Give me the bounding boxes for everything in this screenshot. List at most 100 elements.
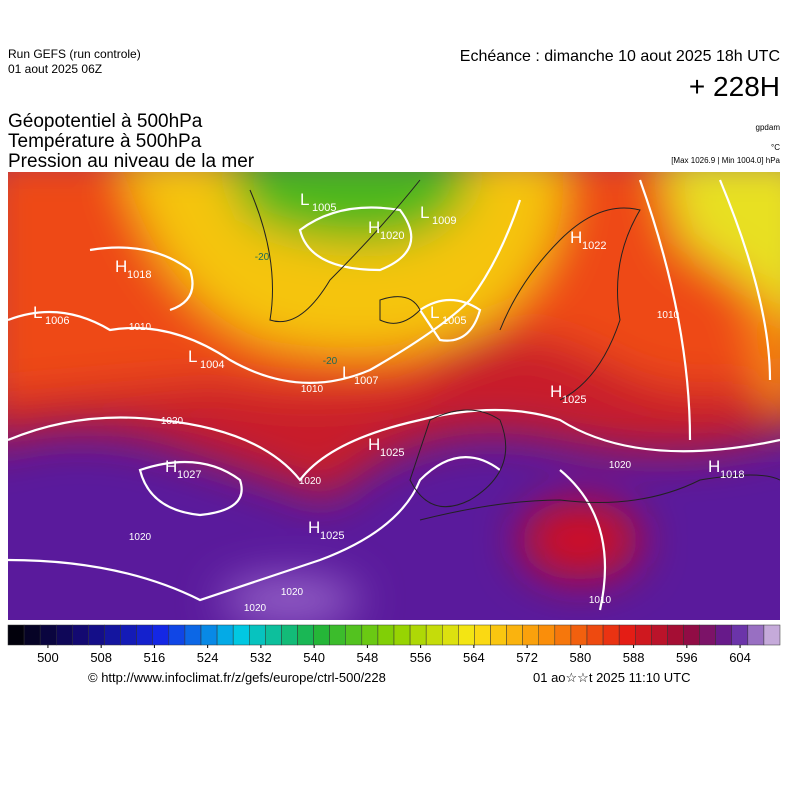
color-swatch — [345, 624, 363, 646]
center-value: 1004 — [200, 359, 224, 371]
run: Run GEFS (run controle) — [8, 47, 141, 61]
colorbar-tick-label: 596 — [676, 650, 698, 665]
color-swatch — [763, 624, 781, 646]
title: Température à 500hPa — [8, 131, 202, 152]
color-swatch — [39, 624, 57, 646]
center-value: 1025 — [380, 447, 404, 459]
color-swatch — [586, 624, 604, 646]
color-swatch — [474, 624, 491, 646]
title: Pression au niveau de la mer — [8, 151, 255, 172]
colorbar-tick-label: 500 — [37, 650, 59, 665]
color-swatch — [265, 624, 282, 646]
colorbar-tick-label: 604 — [729, 650, 751, 665]
isobar-label: 1020 — [129, 532, 152, 543]
isobar-label: 1010 — [657, 310, 680, 321]
footer-url: © http://www.infoclimat.fr/z/gefs/europe… — [88, 670, 386, 685]
center-value: 1022 — [582, 240, 606, 252]
color-swatch — [747, 624, 765, 646]
colorbar-tick-label: 508 — [90, 650, 112, 665]
center-kind: L — [300, 190, 309, 209]
color-swatch — [152, 624, 170, 646]
isobar-label: 1010 — [129, 322, 152, 333]
color-swatch — [361, 624, 379, 646]
color-swatch — [554, 624, 572, 646]
color-swatch — [442, 624, 459, 646]
center-kind: H — [368, 435, 380, 454]
center-kind: H — [570, 228, 582, 247]
center-value: 1009 — [432, 215, 456, 227]
color-swatch — [651, 624, 668, 646]
center-value: 1007 — [354, 375, 378, 387]
map — [8, 172, 780, 620]
color-swatch — [56, 624, 73, 646]
color-swatch — [313, 624, 330, 646]
color-swatch — [104, 624, 121, 646]
isobar-label: 1020 — [281, 587, 304, 598]
color-swatch — [667, 624, 684, 646]
unit: gpdam — [756, 123, 781, 132]
colorbar: 500 508 516 524 532 540 548 556 564 572 580 588 596 6… — [7, 624, 781, 665]
color-swatch — [458, 624, 475, 646]
center-value: 1027 — [177, 469, 201, 481]
colorbar-tick-label: 556 — [410, 650, 432, 665]
color-swatch — [329, 624, 346, 646]
color-swatch — [23, 624, 41, 646]
colorbar-tick-label: 540 — [303, 650, 325, 665]
color-swatch — [602, 624, 620, 646]
isobar-label: 1020 — [299, 476, 322, 487]
color-swatch — [88, 624, 105, 646]
center-value: 1025 — [562, 394, 586, 406]
isobar-label: 1010 — [589, 595, 612, 606]
center-value: 1005 — [442, 315, 466, 327]
isobar-label: -20 — [323, 356, 338, 367]
color-swatch — [168, 624, 186, 646]
colorbar-tick-label: 564 — [463, 650, 485, 665]
color-swatch — [522, 624, 540, 646]
footer-date: 01 ao☆☆t 2025 11:10 UTC — [533, 670, 691, 685]
color-swatch — [715, 624, 733, 646]
echeance: Echéance : dimanche 10 aout 2025 18h UTC — [460, 48, 780, 65]
color-swatch — [409, 624, 427, 646]
run-date: 01 aout 2025 06Z — [8, 62, 102, 76]
unit: [Max 1026.9 | Min 1004.0] hPa — [671, 156, 780, 165]
color-swatch — [618, 624, 636, 646]
color-swatch — [184, 624, 202, 646]
colorbar-tick-label: 588 — [623, 650, 645, 665]
center-value: 1025 — [320, 530, 344, 542]
color-swatch — [425, 624, 443, 646]
color-swatch — [683, 624, 700, 646]
center-kind: H — [308, 518, 320, 537]
color-swatch — [490, 624, 507, 646]
color-swatch — [281, 624, 298, 646]
unit: °C — [771, 143, 780, 152]
center-value: 1018 — [720, 469, 744, 481]
center-kind: H — [550, 382, 562, 401]
color-swatch — [200, 624, 218, 646]
title: Géopotentiel à 500hPa — [8, 111, 203, 132]
color-swatch — [7, 624, 25, 646]
center-kind: H — [165, 457, 177, 476]
color-swatch — [249, 624, 266, 646]
colorbar-tick-label: 532 — [250, 650, 272, 665]
center-value: 1006 — [45, 315, 69, 327]
center-kind: H — [708, 457, 720, 476]
color-swatch — [506, 624, 523, 646]
colorbar-tick-label: 580 — [569, 650, 591, 665]
color-swatch — [297, 624, 314, 646]
color-swatch — [699, 624, 716, 646]
center-kind: L — [342, 363, 351, 382]
center-kind: L — [188, 347, 197, 366]
color-swatch — [120, 624, 137, 646]
lead-time: + 228H — [689, 71, 780, 102]
center-kind: L — [420, 203, 429, 222]
colorbar-tick-label: 516 — [144, 650, 166, 665]
center-value: 1020 — [380, 230, 404, 242]
isobar-label: 1020 — [244, 603, 267, 614]
color-swatch — [232, 624, 250, 646]
color-swatch — [570, 624, 588, 646]
color-swatch — [635, 624, 652, 646]
colorbar-tick-label: 572 — [516, 650, 538, 665]
isobar-label: -20 — [255, 252, 270, 263]
